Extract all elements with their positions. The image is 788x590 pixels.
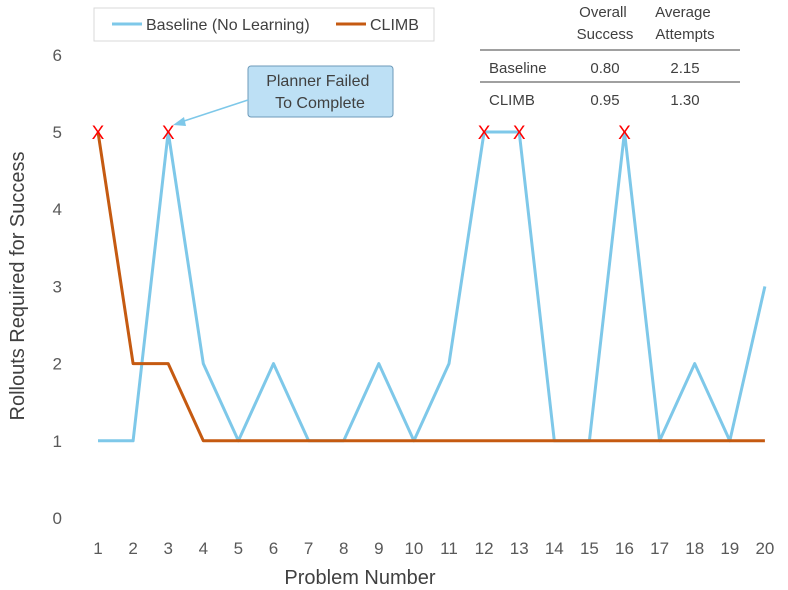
- x-tick-label: 12: [475, 539, 494, 558]
- table-cell-climb-attempts: 1.30: [670, 92, 699, 109]
- summary-table: Overall Success Average Attempts Baselin…: [480, 4, 740, 109]
- x-tick-label: 14: [545, 539, 564, 558]
- x-tick-label: 2: [128, 539, 137, 558]
- x-tick-label: 20: [755, 539, 774, 558]
- x-tick-label: 16: [615, 539, 634, 558]
- y-tick-label: 4: [53, 200, 62, 219]
- y-tick-label: 3: [53, 277, 62, 296]
- failure-marker: X: [92, 123, 105, 144]
- x-tick-label: 15: [580, 539, 599, 558]
- legend-label-baseline: Baseline (No Learning): [146, 17, 310, 34]
- x-tick-label: 11: [440, 539, 458, 558]
- series-line-baseline: [98, 130, 767, 443]
- x-tick-label: 13: [510, 539, 529, 558]
- x-tick-label: 18: [685, 539, 704, 558]
- callout-text: Planner Failed To Complete: [266, 73, 374, 112]
- table-cell-baseline-attempts: 2.15: [670, 60, 699, 77]
- failure-marker: X: [478, 123, 491, 144]
- table-row-label-baseline: Baseline: [489, 60, 547, 77]
- series-layer: [96, 130, 767, 443]
- y-axis-title: Rollouts Required for Success: [7, 151, 29, 420]
- x-axis-title: Problem Number: [284, 567, 436, 589]
- y-tick-label: 1: [53, 432, 62, 451]
- table-header-attempts: Average Attempts: [655, 4, 715, 43]
- x-tick-label: 5: [234, 539, 243, 558]
- x-tick-label: 9: [374, 539, 383, 558]
- series-line-climb: [96, 131, 765, 443]
- x-tick-label: 4: [199, 539, 208, 558]
- callout-arrow: [177, 99, 249, 124]
- failure-marker: X: [618, 123, 631, 144]
- x-tick-label: 8: [339, 539, 348, 558]
- callout-arrowhead: [173, 117, 186, 126]
- x-axis-ticks: 1 2 3 4 5 6 7 8 9 10 11 12 13 14 15 16 17 18 19 20: [93, 539, 774, 558]
- y-tick-label: 5: [53, 123, 62, 142]
- x-tick-label: 3: [163, 539, 172, 558]
- y-axis-ticks: 0 1 2 3 4 5 6: [53, 46, 62, 528]
- x-tick-label: 7: [304, 539, 313, 558]
- y-tick-label: 2: [53, 355, 62, 374]
- y-tick-label: 6: [53, 46, 62, 65]
- legend-box: [93, 7, 435, 42]
- callout-box: [247, 65, 394, 118]
- x-tick-label: 17: [650, 539, 669, 558]
- legend-label-climb: CLIMB: [370, 17, 419, 34]
- failure-marker: X: [162, 123, 175, 144]
- table-cell-climb-success: 0.95: [590, 92, 619, 109]
- table-row-label-climb: CLIMB: [489, 92, 535, 109]
- table-header-success: Overall Success: [577, 4, 634, 43]
- table-cell-baseline-success: 0.80: [590, 60, 619, 77]
- x-tick-label: 19: [720, 539, 739, 558]
- x-tick-label: 10: [404, 539, 423, 558]
- legend: Baseline (No Learning) CLIMB: [93, 7, 435, 42]
- x-tick-label: 6: [269, 539, 278, 558]
- y-tick-label: 0: [53, 509, 62, 528]
- annotation-callout: Planner Failed To Complete: [173, 65, 394, 126]
- x-tick-label: 1: [93, 539, 102, 558]
- failure-marker: X: [513, 123, 526, 144]
